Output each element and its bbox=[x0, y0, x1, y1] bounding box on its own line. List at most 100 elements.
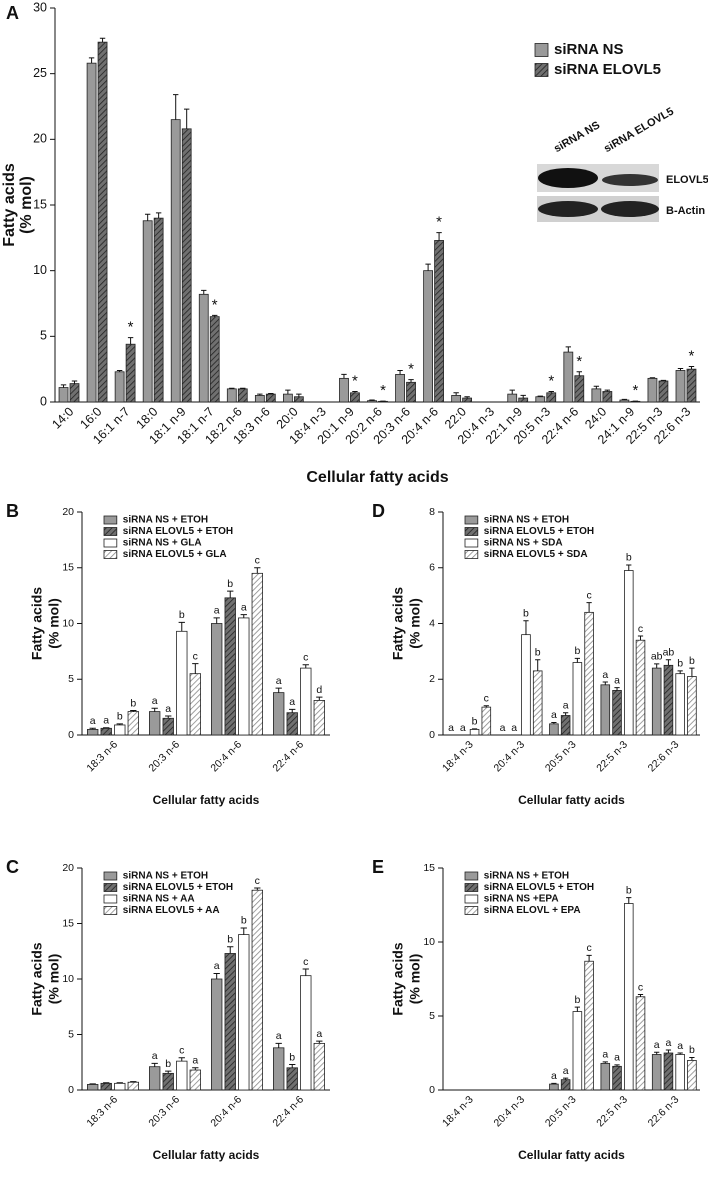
significance-label: c bbox=[586, 589, 591, 601]
error-bar bbox=[548, 390, 554, 393]
bar bbox=[635, 996, 646, 1091]
error-bar bbox=[89, 727, 96, 730]
bar bbox=[350, 392, 360, 403]
bar bbox=[211, 623, 223, 736]
legend-swatch bbox=[103, 527, 118, 536]
x-axis-label: Cellular fatty acids bbox=[153, 1148, 260, 1162]
significance-label: a bbox=[448, 722, 454, 734]
error-bar bbox=[155, 212, 162, 219]
band-label: ELOVL5 bbox=[666, 174, 708, 186]
significance-label: c bbox=[638, 623, 643, 635]
x-tick-label: 20:4 n-6 bbox=[208, 1093, 244, 1129]
y-tick-label: 10 bbox=[423, 936, 435, 948]
bar bbox=[142, 220, 153, 403]
error-bar bbox=[535, 659, 541, 671]
bar bbox=[97, 41, 108, 403]
bar bbox=[339, 377, 349, 403]
legend-swatch bbox=[464, 527, 479, 536]
significance-label: a bbox=[511, 722, 517, 734]
y-tick-label: 4 bbox=[429, 617, 435, 629]
significance-label: b bbox=[689, 1044, 695, 1056]
significance-label: b bbox=[677, 658, 683, 670]
error-bar bbox=[586, 954, 592, 962]
significance-label: a bbox=[103, 715, 109, 727]
bar bbox=[395, 374, 405, 403]
y-axis-label: (% mol) bbox=[407, 598, 423, 649]
bar bbox=[286, 1067, 298, 1091]
error-bar bbox=[626, 897, 632, 904]
significance-label: c bbox=[303, 652, 308, 664]
error-bar bbox=[178, 621, 185, 632]
error-bar bbox=[130, 709, 137, 712]
error-bar bbox=[151, 1062, 158, 1067]
y-tick-label: 20 bbox=[62, 506, 74, 518]
significance-label: * bbox=[352, 372, 358, 389]
significance-label: a bbox=[500, 722, 506, 734]
y-tick-label: 20 bbox=[62, 862, 74, 874]
significance-label: a bbox=[316, 1028, 322, 1040]
significance-label: c bbox=[255, 875, 260, 887]
bar bbox=[273, 692, 285, 736]
error-bar bbox=[649, 377, 656, 379]
bar bbox=[600, 1062, 611, 1091]
y-tick-label: 0 bbox=[68, 1084, 74, 1096]
bar bbox=[521, 634, 531, 736]
legend-swatch bbox=[103, 515, 118, 525]
y-axis-label: (% mol) bbox=[18, 176, 35, 234]
y-axis-label: (% mol) bbox=[407, 954, 423, 1005]
error-bar bbox=[302, 664, 309, 669]
y-tick-label: 2 bbox=[429, 673, 435, 685]
panel-label: A bbox=[6, 3, 19, 23]
significance-label: b bbox=[626, 884, 632, 896]
x-tick-label: 22:6 n-3 bbox=[646, 738, 682, 774]
significance-label: a bbox=[614, 674, 620, 686]
lane-label: siRNA NS bbox=[552, 119, 602, 155]
blot-band bbox=[601, 201, 659, 217]
significance-label: b bbox=[472, 716, 478, 728]
bar bbox=[451, 395, 462, 403]
significance-label: a bbox=[677, 1040, 683, 1052]
bar bbox=[481, 706, 492, 736]
x-tick-label: 22:4 n-6 bbox=[270, 1093, 306, 1129]
error-bar bbox=[586, 602, 592, 613]
blot-band bbox=[602, 174, 658, 186]
bar bbox=[300, 667, 312, 736]
y-tick-label: 5 bbox=[68, 1028, 74, 1040]
y-tick-label: 0 bbox=[429, 1084, 435, 1096]
bar bbox=[87, 729, 99, 736]
error-bar bbox=[408, 379, 414, 383]
significance-label: b bbox=[626, 552, 632, 564]
error-bar bbox=[89, 1083, 96, 1085]
significance-label: b bbox=[179, 609, 185, 621]
bar bbox=[635, 639, 646, 736]
error-bar bbox=[213, 972, 220, 979]
significance-label: b bbox=[574, 645, 580, 657]
significance-label: a bbox=[289, 696, 295, 708]
x-tick-label: 20:4 n-3 bbox=[491, 738, 527, 774]
x-axis-label: Cellular fatty acids bbox=[518, 793, 625, 807]
significance-label: * bbox=[212, 296, 218, 313]
significance-label: c bbox=[255, 555, 260, 567]
y-tick-label: 30 bbox=[33, 0, 47, 14]
bar bbox=[367, 400, 377, 403]
legend-swatch bbox=[464, 538, 479, 548]
x-tick-label: 20:3 n-6 bbox=[146, 738, 182, 774]
legend-label: siRNA ELOVL5 + SDA bbox=[484, 549, 588, 560]
error-bar bbox=[602, 1061, 608, 1064]
error-bar bbox=[165, 715, 172, 719]
error-bar bbox=[99, 37, 106, 43]
significance-label: * bbox=[576, 353, 582, 370]
bar bbox=[687, 676, 697, 736]
legend-label: siRNA NS +EPA bbox=[484, 894, 559, 905]
x-axis-label: Cellular fatty acids bbox=[153, 793, 260, 807]
bar bbox=[549, 1083, 559, 1091]
legend-label: siRNA ELOVL5 + ETOH bbox=[484, 882, 594, 893]
significance-label: a bbox=[276, 1030, 282, 1042]
bar bbox=[675, 1054, 685, 1091]
significance-label: * bbox=[548, 372, 554, 389]
significance-label: * bbox=[689, 348, 695, 365]
significance-label: a bbox=[152, 1050, 158, 1062]
x-tick-label: 18:3 n-6 bbox=[84, 738, 120, 774]
significance-label: a bbox=[666, 1037, 672, 1049]
error-bar bbox=[436, 232, 442, 241]
